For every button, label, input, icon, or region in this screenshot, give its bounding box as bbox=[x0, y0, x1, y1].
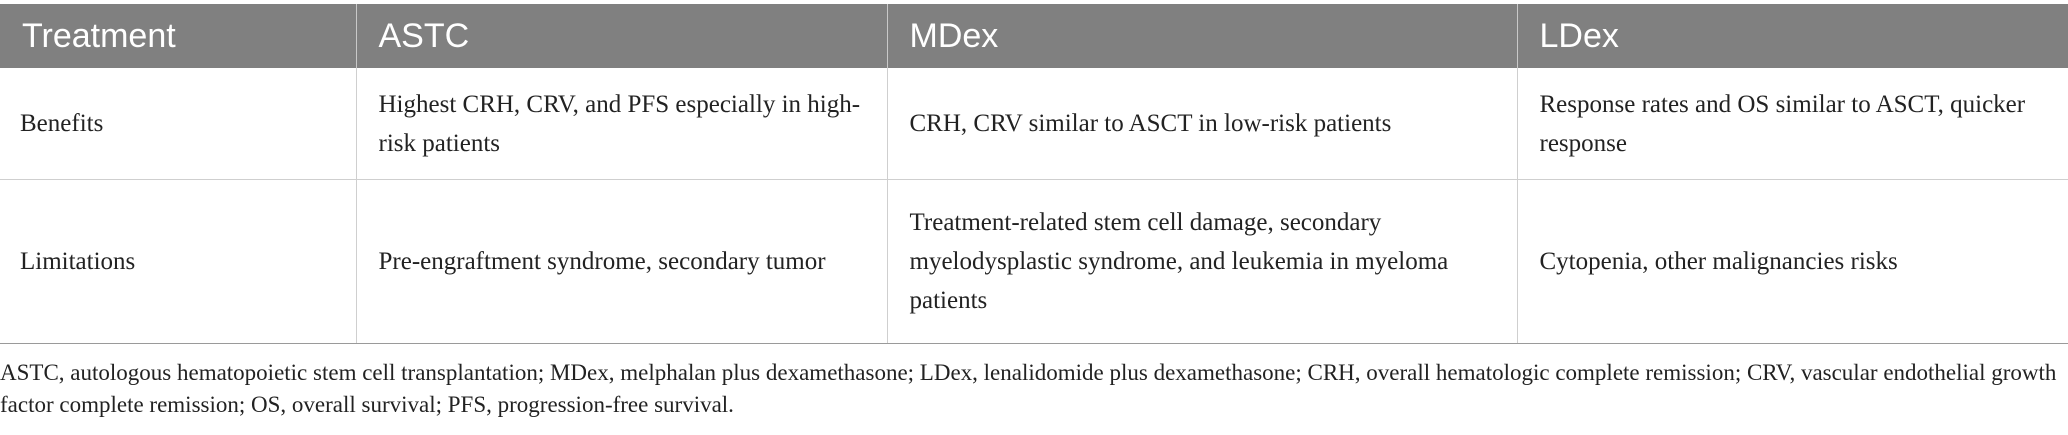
cell-limitations-astc: Pre-engraftment syndrome, secondary tumo… bbox=[356, 179, 888, 344]
table-footnote: ASTC, autologous hematopoietic stem cell… bbox=[0, 360, 2057, 417]
cell-benefits-mdex: CRH, CRV similar to ASCT in low-risk pat… bbox=[887, 68, 1518, 180]
header-ldex: LDex bbox=[1517, 4, 2068, 68]
table-body: Benefits Highest CRH, CRV, and PFS espec… bbox=[0, 68, 2068, 344]
header-astc: ASTC bbox=[356, 4, 888, 68]
header-treatment: Treatment bbox=[0, 4, 357, 68]
row-label-benefits: Benefits bbox=[0, 68, 357, 180]
cell-limitations-ldex: Cytopenia, other malignancies risks bbox=[1517, 179, 2068, 344]
row-label-limitations: Limitations bbox=[0, 179, 357, 344]
cell-benefits-astc: Highest CRH, CRV, and PFS especially in … bbox=[356, 68, 888, 180]
treatment-comparison-table: Treatment ASTC MDex LDex Benefits Highes… bbox=[0, 4, 2068, 344]
table-row-limitations: Limitations Pre-engraftment syndrome, se… bbox=[0, 179, 2068, 344]
cell-benefits-ldex: Response rates and OS similar to ASCT, q… bbox=[1517, 68, 2068, 180]
header-row: Treatment ASTC MDex LDex bbox=[0, 4, 2068, 68]
comparison-table-container: Treatment ASTC MDex LDex Benefits Highes… bbox=[0, 4, 2068, 344]
table-header: Treatment ASTC MDex LDex bbox=[0, 4, 2068, 68]
cell-limitations-mdex: Treatment-related stem cell damage, seco… bbox=[887, 179, 1518, 344]
header-mdex: MDex bbox=[887, 4, 1518, 68]
table-row-benefits: Benefits Highest CRH, CRV, and PFS espec… bbox=[0, 68, 2068, 180]
